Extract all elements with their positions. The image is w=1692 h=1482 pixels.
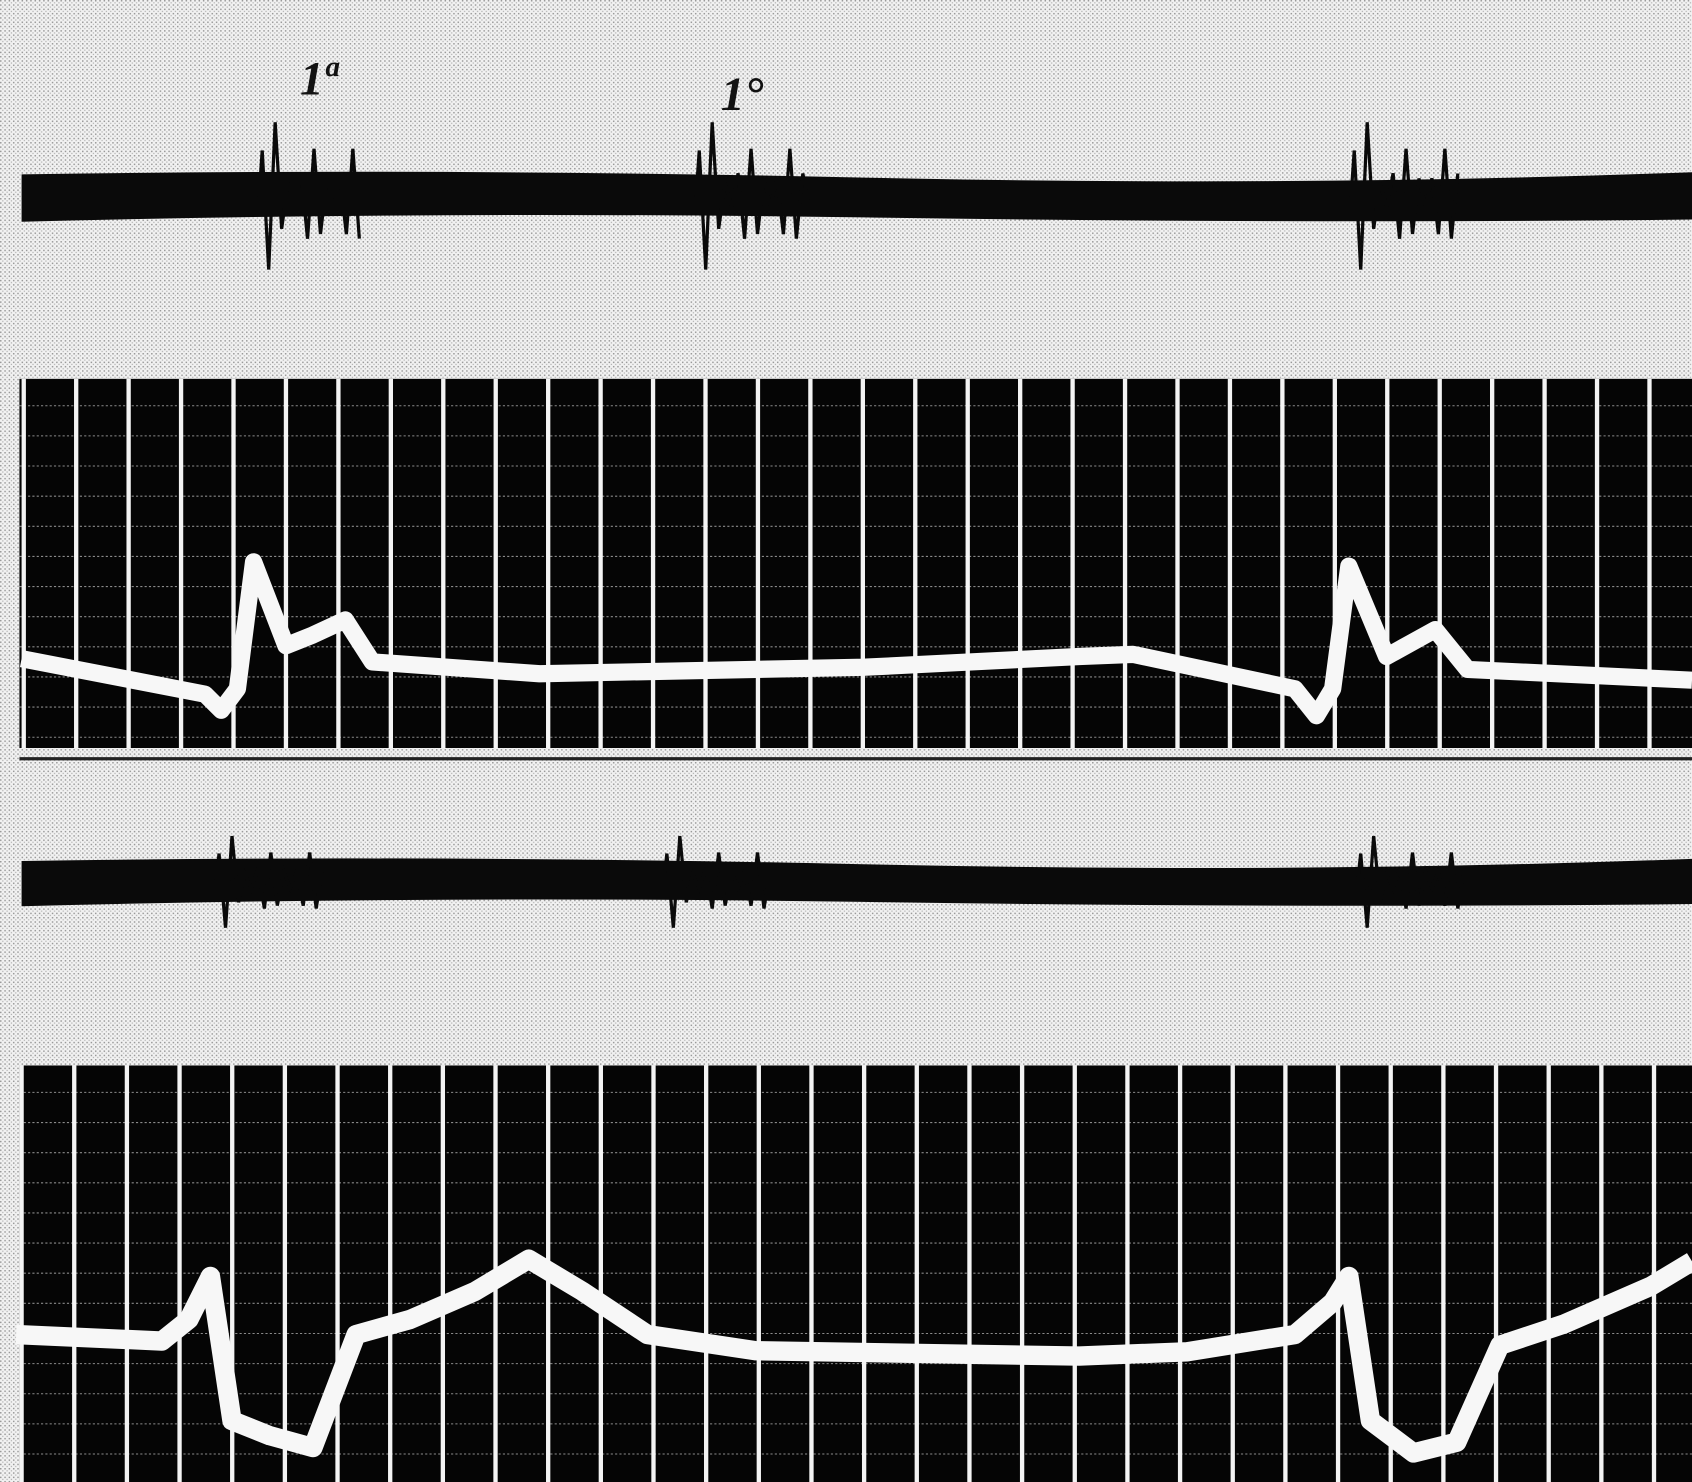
recording-scan: 1ª 1° xyxy=(0,0,1692,1482)
page: 1ª 1° (() => { const data = JSON.parse(d… xyxy=(0,0,1692,1482)
annotation-label: 1ª xyxy=(300,54,340,106)
annotation-label: 1° xyxy=(721,69,764,121)
